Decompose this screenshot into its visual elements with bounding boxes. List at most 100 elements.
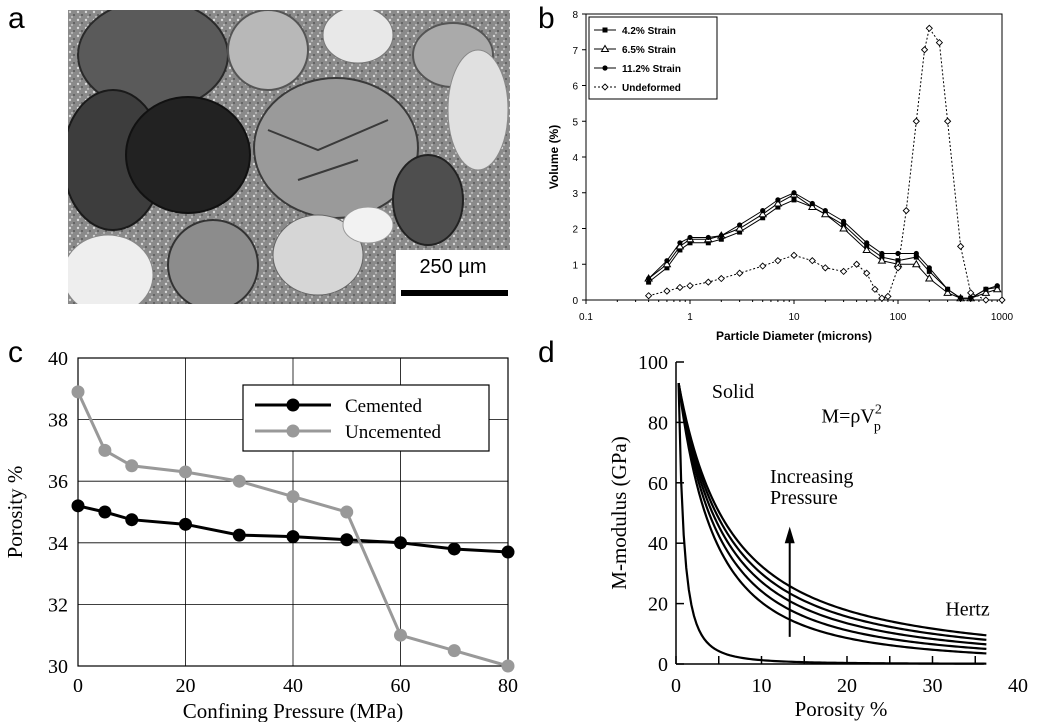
chart-b-point <box>662 259 672 268</box>
chart-c-ytick-label: 32 <box>48 594 68 616</box>
chart-b-ylabel: Volume (%) <box>547 125 561 189</box>
formula-sub: p <box>874 419 881 434</box>
chart-b-point <box>809 200 815 207</box>
chart-b-point <box>925 24 933 32</box>
chart-b-point <box>878 294 886 302</box>
chart-d-xtick-label: 30 <box>923 675 943 697</box>
chart-d-xtick-label: 10 <box>752 675 772 697</box>
chart-b-ytick-label: 5 <box>572 117 578 128</box>
chart-d-annotation-increasing: Increasing <box>770 466 853 488</box>
chart-c-series <box>71 385 515 673</box>
chart-d-arrow-head <box>784 526 795 544</box>
chart-b-point <box>924 274 934 282</box>
chart-b-point <box>808 257 816 265</box>
chart-c-ytick-label: 34 <box>48 533 68 555</box>
chart-b-point <box>926 268 932 274</box>
chart-b-point <box>760 215 766 221</box>
chart-c-point <box>447 644 461 658</box>
chart-d-ytick-label: 60 <box>648 473 668 495</box>
chart-b-point <box>705 240 711 246</box>
chart-c-point <box>501 545 515 559</box>
chart-b-point <box>913 254 919 260</box>
chart-c-legend-marker <box>286 424 300 438</box>
chart-b-point <box>664 265 670 271</box>
chart-c-legend-box <box>242 384 490 452</box>
chart-c-point <box>71 385 85 399</box>
chart-d-series <box>677 382 987 650</box>
chart-b-point <box>791 190 797 196</box>
chart-b-point <box>644 292 653 300</box>
chart-b-point <box>735 224 744 232</box>
chart-b-point <box>677 247 683 253</box>
chart-b-point <box>676 283 684 292</box>
chart-b-point <box>912 117 920 125</box>
chart-c-legend-label: Uncemented <box>345 422 442 443</box>
chart-b-point <box>791 197 797 203</box>
chart-b-point <box>646 275 652 282</box>
chart-b-point <box>884 292 892 301</box>
chart-b-xtick-label: 0.1 <box>579 312 593 323</box>
chart-c-xtick-label: 80 <box>498 675 518 697</box>
chart-d-ytick-label: 100 <box>638 352 668 374</box>
chart-d-series <box>677 383 987 665</box>
chart-b-point <box>839 224 848 232</box>
chart-c-legend-label: Cemented <box>345 396 423 417</box>
formula-main: M=ρV <box>821 405 875 427</box>
chart-c-xtick-label: 20 <box>176 675 196 697</box>
chart-c-ytick-label: 36 <box>48 471 68 493</box>
chart-b-xlabel: Particle Diameter (microns) <box>716 329 872 343</box>
chart-b-point <box>820 209 830 218</box>
panel-letter-d: d <box>538 336 555 369</box>
chart-c-legend: Cemented Uncemented <box>242 384 490 452</box>
chart-b-point <box>894 264 902 272</box>
panel-letter-b: b <box>538 2 555 35</box>
chart-b-point <box>664 258 670 264</box>
chart-b-point <box>841 218 847 224</box>
chart-b-point <box>737 222 743 228</box>
chart-d-annotation-hertz: Hertz <box>945 599 990 621</box>
chart-b-point <box>718 236 724 242</box>
chart-b-point <box>704 278 712 286</box>
chart-b-legend-label: 11.2% Strain <box>622 64 681 75</box>
chart-b-ytick-label: 8 <box>572 10 578 21</box>
chart-d-xtick-label: 40 <box>1008 675 1028 697</box>
chart-c-xtick-label: 40 <box>283 675 303 697</box>
panel-letter-a: a <box>8 2 25 35</box>
chart-b-point <box>790 251 798 259</box>
chart-c-xlabel: Confining Pressure (MPa) <box>183 699 403 722</box>
micrograph-image: 250 µm <box>68 10 510 304</box>
chart-b-point <box>852 260 861 268</box>
chart-d-annotation-pressure: Pressure <box>770 487 838 509</box>
chart-c-point <box>98 505 112 519</box>
chart-c-series <box>71 499 515 559</box>
chart-b-xtick-label: 10 <box>788 312 800 323</box>
chart-b-point <box>992 284 1002 293</box>
chart-c-legend-marker <box>286 398 300 412</box>
chart-d-series-line <box>677 382 987 637</box>
chart-b-ytick-label: 7 <box>572 46 578 57</box>
chart-b-point <box>911 259 921 268</box>
chart-b-point <box>968 295 974 301</box>
chart-b-point <box>982 296 990 304</box>
chart-b-ytick-label: 3 <box>572 189 578 200</box>
chart-b-point <box>718 233 724 239</box>
chart-d-series <box>677 382 987 641</box>
chart-c-point <box>98 443 112 457</box>
chart-b-point <box>774 257 782 265</box>
chart-d-xlabel: Porosity % <box>795 697 888 721</box>
chart-b-legend-label: 6.5% Strain <box>622 45 676 56</box>
chart-c-point <box>447 542 461 556</box>
chart-c-ytick-label: 30 <box>48 656 68 678</box>
chart-c-xtick-label: 60 <box>391 675 411 697</box>
chart-b-point <box>967 289 975 297</box>
chart-b-point <box>663 287 671 295</box>
chart-b-point <box>775 197 781 203</box>
chart-b-point <box>902 206 910 215</box>
chart-b-point <box>821 264 829 272</box>
chart-b-ytick-label: 1 <box>572 260 578 271</box>
chart-b-legend-label: 4.2% Strain <box>622 26 676 37</box>
chart-b-point <box>687 240 693 246</box>
chart-c-point <box>501 659 515 673</box>
chart-b-point <box>945 286 951 292</box>
chart-b-point <box>600 44 610 52</box>
